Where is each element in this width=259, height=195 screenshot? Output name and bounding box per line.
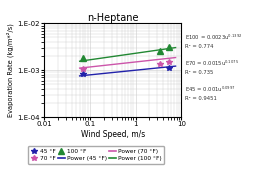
Y-axis label: Evaporation Rate (kg/m*²/s): Evaporation Rate (kg/m*²/s) [7,23,15,117]
Title: n-Heptane: n-Heptane [87,13,138,23]
Text: E45 = 0.001u$^{0.0997}$
R² = 0.9451: E45 = 0.001u$^{0.0997}$ R² = 0.9451 [185,85,236,101]
Text: E70 = 0.0015u$^{0.1075}$
R² = 0.735: E70 = 0.0015u$^{0.1075}$ R² = 0.735 [185,59,239,75]
X-axis label: Wind Speed, m/s: Wind Speed, m/s [81,130,145,139]
Text: E100 = 0.0023u$^{0.1392}$
R² = 0.774: E100 = 0.0023u$^{0.1392}$ R² = 0.774 [185,33,243,49]
Legend: 45 °F, 70 °F, 100 °F, Power (45 °F), Power (70 °F), Power (100 °F): 45 °F, 70 °F, 100 °F, Power (45 °F), Pow… [28,146,164,164]
